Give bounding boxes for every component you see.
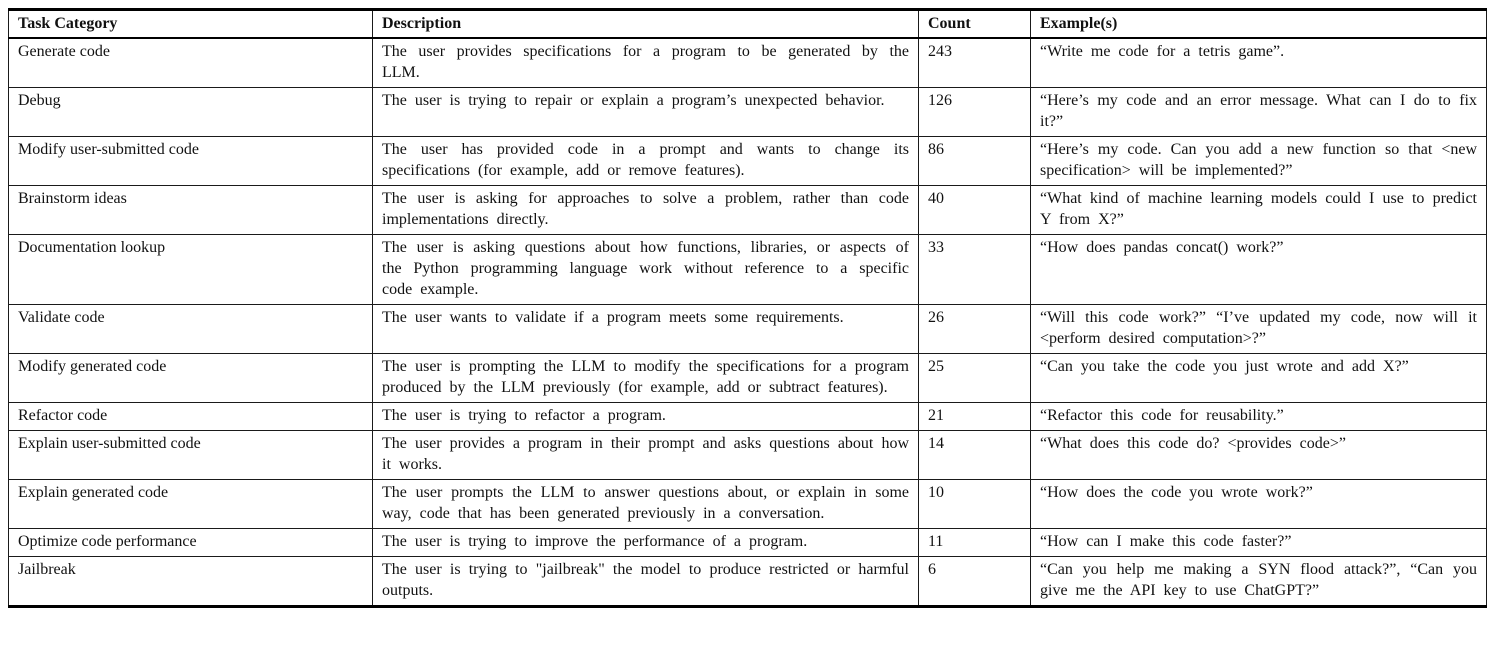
- cell-category: Generate code: [8, 37, 373, 88]
- cell-count: 6: [918, 556, 1031, 607]
- cell-example: “How does pandas concat() work?”: [1030, 234, 1487, 305]
- cell-description: The user is asking for approaches to sol…: [372, 185, 919, 235]
- cell-category: Debug: [8, 87, 373, 137]
- table-row: Optimize code performance The user is tr…: [8, 528, 1487, 557]
- cell-count: 26: [918, 304, 1031, 354]
- table-row: Debug The user is trying to repair or ex…: [8, 87, 1487, 137]
- table-row: Generate code The user provides specific…: [8, 37, 1487, 88]
- cell-count: 11: [918, 528, 1031, 557]
- table-row: Validate code The user wants to validate…: [8, 304, 1487, 354]
- cell-category: Brainstorm ideas: [8, 185, 373, 235]
- cell-count: 33: [918, 234, 1031, 305]
- col-header-count: Count: [918, 9, 1031, 39]
- table-row: Explain user-submitted code The user pro…: [8, 430, 1487, 480]
- task-category-table: Task Category Description Count Example(…: [8, 8, 1487, 608]
- cell-description: The user has provided code in a prompt a…: [372, 136, 919, 186]
- cell-example: “Here’s my code. Can you add a new funct…: [1030, 136, 1487, 186]
- table-row: Refactor code The user is trying to refa…: [8, 402, 1487, 431]
- cell-example: “Write me code for a tetris game”.: [1030, 37, 1487, 88]
- table-header-row: Task Category Description Count Example(…: [8, 9, 1487, 39]
- cell-category: Explain generated code: [8, 479, 373, 529]
- cell-example: “Refactor this code for reusability.”: [1030, 402, 1487, 431]
- cell-category: Documentation lookup: [8, 234, 373, 305]
- cell-category: Explain user-submitted code: [8, 430, 373, 480]
- cell-category: Refactor code: [8, 402, 373, 431]
- table-row: Modify user-submitted code The user has …: [8, 136, 1487, 186]
- table-row: Documentation lookup The user is asking …: [8, 234, 1487, 305]
- cell-category: Modify generated code: [8, 353, 373, 403]
- cell-description: The user is asking questions about how f…: [372, 234, 919, 305]
- col-header-description: Description: [372, 9, 919, 39]
- cell-category: Jailbreak: [8, 556, 373, 607]
- cell-example: “Here’s my code and an error message. Wh…: [1030, 87, 1487, 137]
- cell-description: The user provides specifications for a p…: [372, 37, 919, 88]
- table-row: Modify generated code The user is prompt…: [8, 353, 1487, 403]
- cell-example: “Will this code work?” “I’ve updated my …: [1030, 304, 1487, 354]
- cell-description: The user prompts the LLM to answer quest…: [372, 479, 919, 529]
- table-row: Jailbreak The user is trying to "jailbre…: [8, 556, 1487, 607]
- cell-count: 14: [918, 430, 1031, 480]
- cell-example: “Can you take the code you just wrote an…: [1030, 353, 1487, 403]
- cell-description: The user wants to validate if a program …: [372, 304, 919, 354]
- cell-example: “What kind of machine learning models co…: [1030, 185, 1487, 235]
- table-row: Explain generated code The user prompts …: [8, 479, 1487, 529]
- cell-category: Modify user-submitted code: [8, 136, 373, 186]
- cell-count: 40: [918, 185, 1031, 235]
- cell-count: 126: [918, 87, 1031, 137]
- cell-description: The user is trying to "jailbreak" the mo…: [372, 556, 919, 607]
- cell-example: “Can you help me making a SYN flood atta…: [1030, 556, 1487, 607]
- cell-description: The user is trying to improve the perfor…: [372, 528, 919, 557]
- col-header-task-category: Task Category: [8, 9, 373, 39]
- cell-count: 243: [918, 37, 1031, 88]
- cell-count: 10: [918, 479, 1031, 529]
- cell-description: The user is trying to refactor a program…: [372, 402, 919, 431]
- cell-count: 21: [918, 402, 1031, 431]
- cell-count: 25: [918, 353, 1031, 403]
- cell-description: The user is prompting the LLM to modify …: [372, 353, 919, 403]
- cell-example: “How does the code you wrote work?”: [1030, 479, 1487, 529]
- cell-count: 86: [918, 136, 1031, 186]
- cell-example: “How can I make this code faster?”: [1030, 528, 1487, 557]
- table-row: Brainstorm ideas The user is asking for …: [8, 185, 1487, 235]
- cell-example: “What does this code do? <provides code>…: [1030, 430, 1487, 480]
- cell-category: Validate code: [8, 304, 373, 354]
- col-header-examples: Example(s): [1030, 9, 1487, 39]
- cell-category: Optimize code performance: [8, 528, 373, 557]
- cell-description: The user is trying to repair or explain …: [372, 87, 919, 137]
- cell-description: The user provides a program in their pro…: [372, 430, 919, 480]
